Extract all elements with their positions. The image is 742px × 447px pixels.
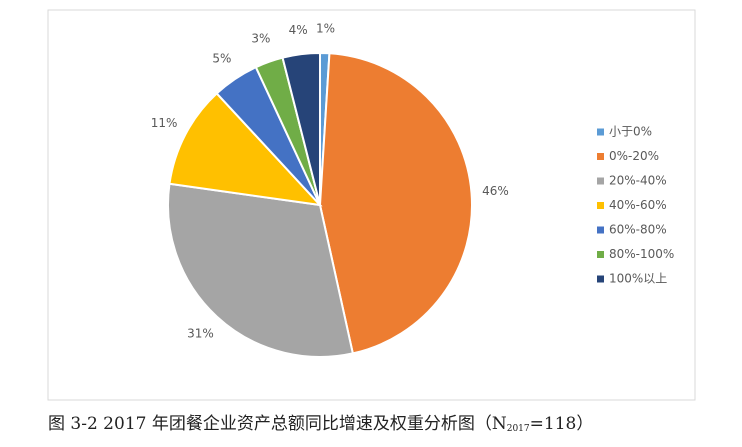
- pie-slice: [281, 51, 321, 206]
- caption-main: 图 3-2 2017 年团餐企业资产总额同比增速及权重分析图（N: [48, 414, 507, 434]
- legend-swatch: [597, 226, 604, 234]
- legend-label: 60%-80%: [609, 223, 667, 237]
- legend-label: 20%-40%: [609, 174, 667, 188]
- data-label: 5%: [212, 51, 231, 65]
- legend-swatch: [597, 251, 604, 258]
- pie-slice: [318, 52, 473, 355]
- data-label: 11%: [151, 116, 178, 130]
- legend-swatch: [597, 153, 604, 160]
- data-label: 1%: [316, 22, 335, 36]
- pie: 1% 46% 31% 11% 5% 3% 4%: [151, 22, 509, 358]
- caption-end: =118）: [530, 414, 594, 434]
- data-label: 3%: [251, 32, 270, 46]
- legend-label: 40%-60%: [609, 198, 667, 212]
- legend-label: 小于0%: [609, 125, 652, 139]
- pie-slice: [168, 92, 323, 207]
- data-label: 31%: [187, 327, 214, 341]
- pie-slice: [167, 182, 355, 358]
- legend-swatch: [597, 177, 604, 185]
- legend-swatch: [597, 275, 604, 283]
- legend-label: 100%以上: [609, 272, 667, 286]
- legend-label: 0%-20%: [609, 149, 659, 163]
- legend-label: 80%-100%: [609, 247, 674, 261]
- legend: 小于0% 0%-20% 20%-40% 40%-60% 60%-80% 80%-100% 1…: [597, 125, 674, 286]
- data-label: 46%: [482, 184, 509, 198]
- legend-swatch: [597, 202, 604, 209]
- data-label: 4%: [289, 23, 308, 37]
- caption-sub: 2017: [507, 424, 530, 434]
- caption: 图 3-2 2017 年团餐企业资产总额同比增速及权重分析图（N2017=118…: [48, 414, 593, 434]
- legend-swatch: [597, 128, 604, 136]
